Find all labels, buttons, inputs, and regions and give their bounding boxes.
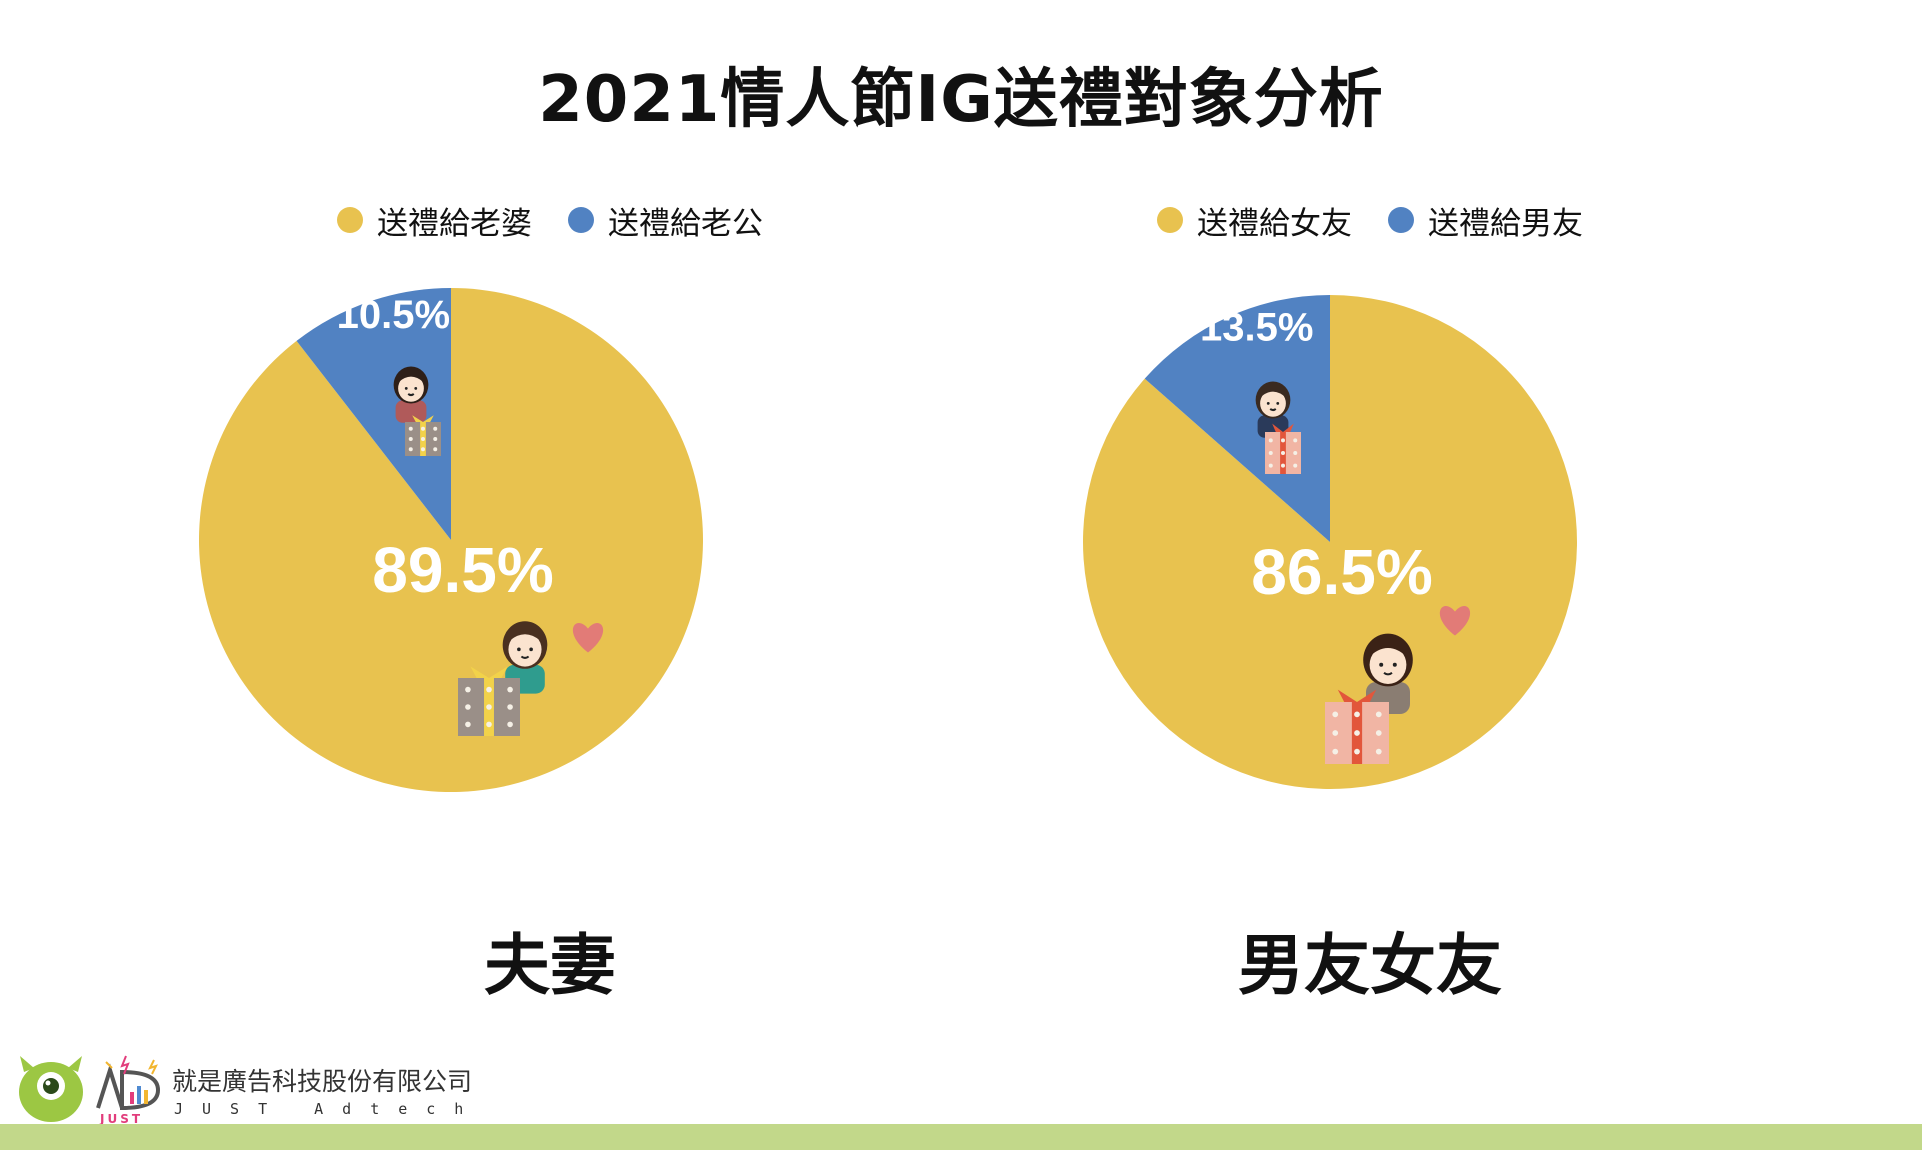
legend-item-wife: 送禮給老婆	[337, 198, 532, 243]
gift-large-icon	[458, 666, 520, 736]
page-title: 2021情人節IG送禮對象分析	[538, 63, 1384, 137]
legend-swatch-yellow	[1157, 207, 1183, 233]
pie-slices	[198, 288, 703, 792]
legend-label: 送禮給老婆	[377, 205, 532, 242]
chart-label-dating: 男友女友	[1238, 927, 1502, 1004]
pie-couples: 89.5% 10.5%	[198, 288, 703, 792]
slice-value-label: 89.5%	[372, 534, 553, 606]
company-logo: JUST	[19, 1055, 161, 1126]
legend: 送禮給女友 送禮給男友	[920, 190, 1820, 250]
legend-label: 送禮給女友	[1197, 205, 1352, 242]
slice-value-label: 13.5%	[1200, 305, 1313, 349]
gift-small-icon	[1265, 423, 1301, 474]
legend-item-boyfriend: 送禮給男友	[1388, 198, 1583, 243]
heart-icon	[1439, 605, 1471, 636]
gift-large-icon	[1325, 689, 1389, 764]
gift-small-icon	[405, 415, 441, 456]
pie-slice-minor	[296, 288, 451, 540]
legend-swatch-blue	[1388, 207, 1414, 233]
chart-label-couples: 夫妻	[484, 927, 616, 1004]
legend-swatch-blue	[568, 207, 594, 233]
pie-slices	[1083, 295, 1577, 789]
slice-value-label: 86.5%	[1251, 536, 1432, 608]
footer-bar	[0, 1124, 1922, 1150]
boyfriend-illustration	[1255, 381, 1291, 438]
pie-labels: 86.5% 13.5%	[1200, 305, 1433, 608]
legend: 送禮給老婆 送禮給老公	[100, 190, 1000, 250]
pie-slice-minor	[1144, 295, 1330, 542]
legend-item-husband: 送禮給老公	[568, 198, 763, 243]
pie-labels: 89.5% 10.5%	[337, 293, 554, 606]
heart-icon	[572, 622, 604, 653]
slice-value-label: 10.5%	[337, 293, 450, 337]
ad-logo-icon: JUST	[96, 1055, 161, 1126]
pie-dating: 86.5% 13.5%	[1083, 295, 1577, 789]
company-name: 就是廣告科技股份有限公司	[172, 1067, 473, 1096]
illustration	[1255, 381, 1471, 764]
legend-label: 送禮給老公	[608, 205, 763, 242]
monster-mascot-icon	[19, 1056, 83, 1122]
illustration	[393, 366, 604, 736]
legend-label: 送禮給男友	[1428, 205, 1583, 242]
girlfriend-illustration	[1363, 633, 1413, 714]
svg-text:JUST: JUST	[99, 1112, 143, 1126]
pie-chart-dating: 送禮給女友 送禮給男友 86.5% 13.5% 男友女友	[920, 190, 1820, 1030]
husband-illustration	[393, 366, 429, 423]
legend-swatch-yellow	[337, 207, 363, 233]
company-subtitle: JUST Adtech	[174, 1100, 483, 1118]
legend-item-girlfriend: 送禮給女友	[1157, 198, 1352, 243]
pie-chart-couples: 送禮給老婆 送禮給老公 89.5% 10.5% 夫妻	[100, 190, 1000, 1030]
